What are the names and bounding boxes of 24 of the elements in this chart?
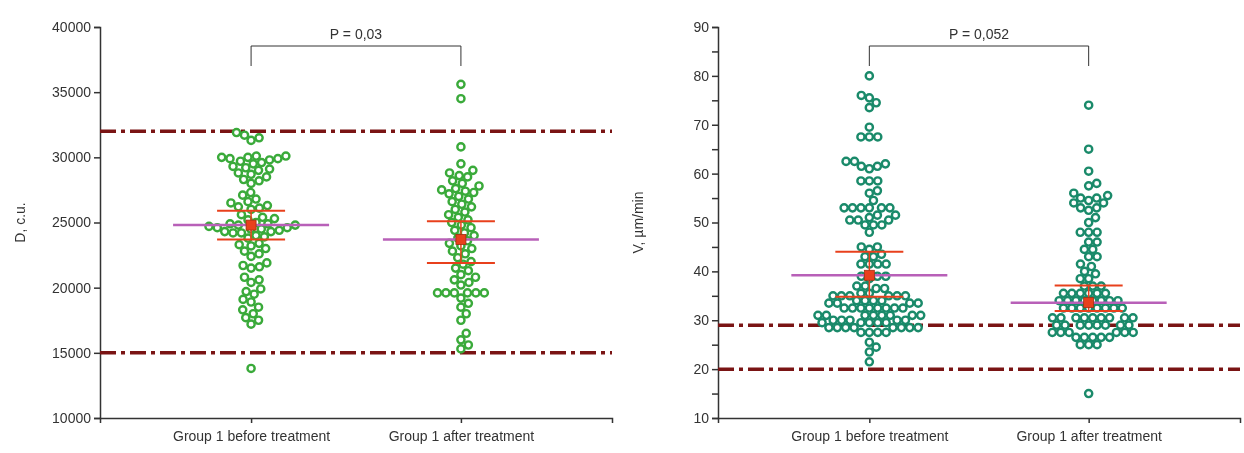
y-tick-label: 20000 <box>52 279 92 296</box>
y-tick-label: 60 <box>693 165 710 182</box>
y-tick-label: 10 <box>693 409 710 426</box>
x-tick-label: Group 1 after treatment <box>388 427 535 444</box>
x-tick-label: Group 1 after treatment <box>1016 427 1163 444</box>
y-tick-label: 80 <box>693 67 710 84</box>
y-tick-label: 40000 <box>52 18 92 35</box>
y-tick-label: 90 <box>693 18 710 35</box>
y-tick-label: 40 <box>693 263 710 280</box>
y-tick-label: 30000 <box>52 149 92 166</box>
x-tick-label: Group 1 before treatment <box>791 427 949 444</box>
annotation: P = 0,052 <box>948 26 1010 42</box>
y-axis-title: V, µm/min <box>630 191 646 254</box>
y-tick-label: 25000 <box>52 214 92 231</box>
y-tick-label: 35000 <box>52 84 92 101</box>
y-tick-label: 20 <box>693 361 710 378</box>
y-axis-title: D, c.u. <box>12 202 28 243</box>
y-tick-label: 70 <box>693 116 710 133</box>
annotation: P = 0,03 <box>329 26 383 42</box>
y-tick-label: 30 <box>693 312 710 329</box>
y-tick-label: 50 <box>693 214 710 231</box>
y-tick-label: 15000 <box>52 344 92 361</box>
y-tick-label: 10000 <box>52 409 92 426</box>
x-tick-label: Group 1 before treatment <box>172 427 331 444</box>
